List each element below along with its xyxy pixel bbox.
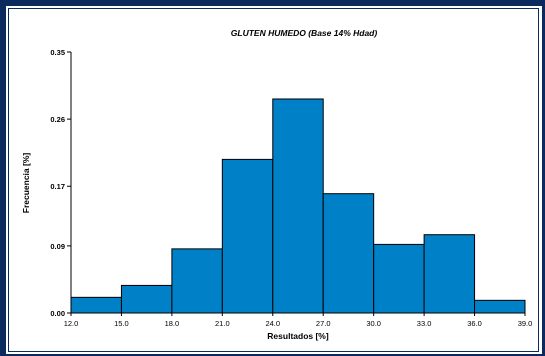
y-tick-label: 0.35 — [50, 48, 65, 57]
histogram-bar — [221, 158, 274, 314]
chart-title: GLUTEN HUMEDO (Base 14% Hdad) — [231, 28, 378, 38]
x-tick-label: 21.0 — [215, 319, 230, 328]
histogram-bar — [70, 296, 122, 314]
histogram-bar — [272, 98, 324, 314]
histogram-bar — [474, 299, 526, 314]
x-tick-label: 24.0 — [265, 319, 280, 328]
x-tick-label: 12.0 — [64, 319, 79, 328]
y-tick-label: 0.17 — [50, 182, 65, 191]
x-tick-label: 27.0 — [316, 319, 331, 328]
x-tick-label: 33.0 — [417, 319, 432, 328]
y-axis-label: Frecuencia [%] — [21, 153, 31, 214]
histogram-bar — [120, 284, 173, 314]
histogram-bar — [171, 248, 223, 314]
x-tick-label: 39.0 — [518, 319, 533, 328]
histogram-bar — [373, 243, 425, 314]
x-axis-label: Resultados [%] — [267, 331, 329, 341]
x-tick-label: 36.0 — [467, 319, 482, 328]
x-tick-label: 30.0 — [366, 319, 381, 328]
x-tick-label: 15.0 — [114, 319, 129, 328]
y-tick-label: 0.00 — [50, 309, 65, 318]
y-tick-label: 0.09 — [50, 242, 65, 251]
histogram-bar — [322, 193, 375, 314]
x-tick-label: 18.0 — [165, 319, 180, 328]
y-tick-label: 0.26 — [50, 115, 65, 124]
histogram-bar — [423, 234, 476, 314]
